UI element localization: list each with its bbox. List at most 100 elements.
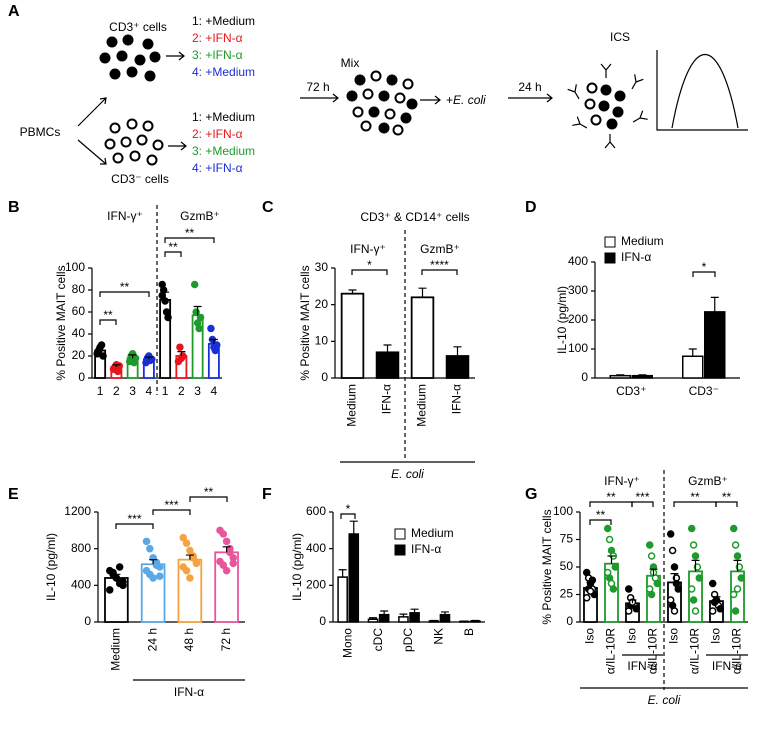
data-point <box>670 607 679 615</box>
panel: E 0 400 800 1200 IL-10 (pg/ml) Medium 24 h 48 h 7… <box>8 485 245 699</box>
cell <box>586 82 598 94</box>
data-point <box>192 308 200 316</box>
y-tick-label: 0 <box>321 370 328 384</box>
arrow <box>77 139 107 165</box>
legend-swatch <box>394 528 406 540</box>
x-tick-label: Iso <box>709 628 723 644</box>
error-bar <box>369 617 378 620</box>
significance-label: * <box>367 258 372 272</box>
treatment-label: IFN-α <box>627 659 657 673</box>
y-tick-label: 200 <box>306 578 326 592</box>
x-tick-label: pDC <box>401 628 415 652</box>
error-bar <box>710 296 719 312</box>
treatment-label: IFN-α <box>712 659 742 673</box>
panel-letter: A <box>8 3 20 20</box>
y-axis-label: IL-10 (pg/ml) <box>44 533 58 601</box>
significance-bracket <box>351 269 388 275</box>
cell <box>352 106 364 118</box>
panel-letter: E <box>8 486 19 503</box>
data-point <box>213 341 221 349</box>
y-tick-label: 25 <box>560 587 574 601</box>
error-bar <box>733 559 742 572</box>
data-point <box>731 541 740 549</box>
legend-label: Medium <box>411 526 454 540</box>
significance-bracket <box>164 251 182 257</box>
x-tick-label: NK <box>432 628 446 645</box>
cell <box>406 98 418 110</box>
data-point <box>164 313 172 322</box>
group-label: GzmB⁺ <box>180 209 220 223</box>
error-bar <box>338 569 347 578</box>
significance-bracket <box>421 269 458 275</box>
error-bar <box>193 305 202 316</box>
x-tick-label: 3 <box>194 384 201 398</box>
bar <box>410 296 435 379</box>
error-bar <box>586 581 595 588</box>
data-point <box>729 590 738 599</box>
y-tick-label: 50 <box>560 559 574 573</box>
cell <box>126 66 138 78</box>
y-tick-label: 600 <box>306 504 326 518</box>
step-label: ICS <box>610 30 630 44</box>
data-point <box>219 561 228 569</box>
bar <box>609 374 631 379</box>
data-point <box>226 548 234 557</box>
panel: C 0 10 20 30% Positive MAIT cells Medium IFN-α… <box>262 199 475 481</box>
data-point <box>632 605 641 613</box>
y-axis-label: IL-10 (pg/ml) <box>290 533 304 601</box>
y-tick-label: 1200 <box>64 504 91 518</box>
error-bar <box>209 338 218 344</box>
x-tick-label: Medium <box>109 628 123 671</box>
data-point <box>687 585 696 593</box>
condition: 4: +Medium <box>192 65 255 79</box>
data-point <box>146 544 154 553</box>
error-bar <box>185 554 194 560</box>
error-bar <box>429 619 438 622</box>
time-label: 72 h <box>306 80 329 94</box>
panel-letter: B <box>8 199 20 216</box>
x-tick-label: 1 <box>162 384 169 398</box>
cell <box>598 100 610 112</box>
legend-label: IFN-α <box>621 250 651 264</box>
data-point <box>152 561 161 569</box>
significance-bracket <box>589 519 612 525</box>
data-point <box>670 563 679 571</box>
data-point <box>708 607 717 615</box>
data-point <box>716 605 725 613</box>
stimulus-prefix: + <box>446 93 453 107</box>
error-bar <box>616 374 625 376</box>
legend-swatch <box>604 252 616 264</box>
group-label: IFN-α <box>174 685 204 699</box>
error-bar <box>440 611 449 615</box>
group-label: GzmB⁺ <box>420 242 460 256</box>
x-tick-label: 4 <box>211 384 218 398</box>
cell <box>614 90 626 102</box>
data-point <box>729 524 738 533</box>
data-point <box>687 524 696 533</box>
antibody <box>600 63 612 78</box>
error-bar <box>222 546 231 553</box>
data-point <box>179 352 187 360</box>
significance-label: ** <box>596 508 606 522</box>
x-tick-label: 72 h <box>219 628 233 651</box>
data-point <box>192 559 201 568</box>
y-tick-label: 0 <box>319 614 326 628</box>
cell <box>386 74 398 86</box>
significance-label: ** <box>103 308 113 322</box>
cell-label: CD3⁻ cells <box>111 172 169 186</box>
cell <box>346 90 358 102</box>
error-bar <box>399 613 408 617</box>
condition: 2: +IFN-α <box>192 127 243 141</box>
cell <box>142 38 154 50</box>
data-point <box>695 574 704 582</box>
cell <box>120 136 132 148</box>
data-point <box>588 576 597 584</box>
error-bar <box>128 354 137 359</box>
x-axis-label: E. coli <box>391 467 424 481</box>
x-tick-label: cDC <box>371 628 385 652</box>
data-point <box>196 313 205 322</box>
panel: G 0 25 50 75 100% Positive MAIT cells Iso α/IL-… <box>525 470 748 707</box>
x-tick-label: Iso <box>583 628 597 644</box>
y-tick-label: 100 <box>553 504 573 518</box>
cell <box>122 34 134 46</box>
